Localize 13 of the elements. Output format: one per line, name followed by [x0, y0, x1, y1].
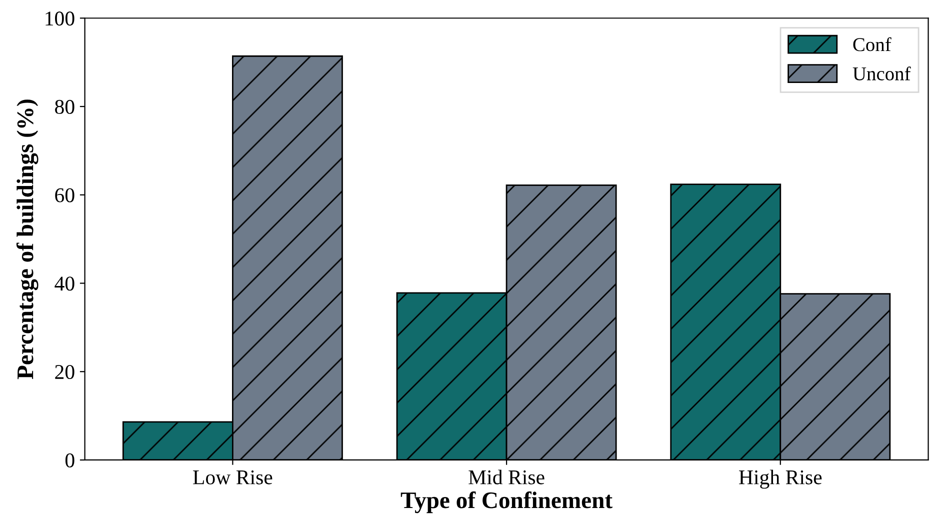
y-tick-label: 0 — [65, 453, 74, 468]
x-tick-label: Low Rise — [193, 470, 272, 484]
y-tick-label: 20 — [55, 364, 74, 380]
y-tick-label: 100 — [46, 12, 74, 26]
x-tick-label: Mid Rise — [468, 470, 544, 484]
y-tick-label: 40 — [54, 276, 74, 291]
y-tick-label: 60 — [55, 188, 74, 202]
legend-label: Unconf — [852, 66, 911, 80]
x-axis-title: Type of Confinement — [400, 491, 612, 514]
legend-label: Conf — [853, 37, 892, 52]
x-tick-label: High Rise — [739, 470, 822, 489]
y-tick-label: 80 — [55, 100, 74, 114]
y-axis-title: Percentage of buildings (%) — [16, 100, 38, 380]
